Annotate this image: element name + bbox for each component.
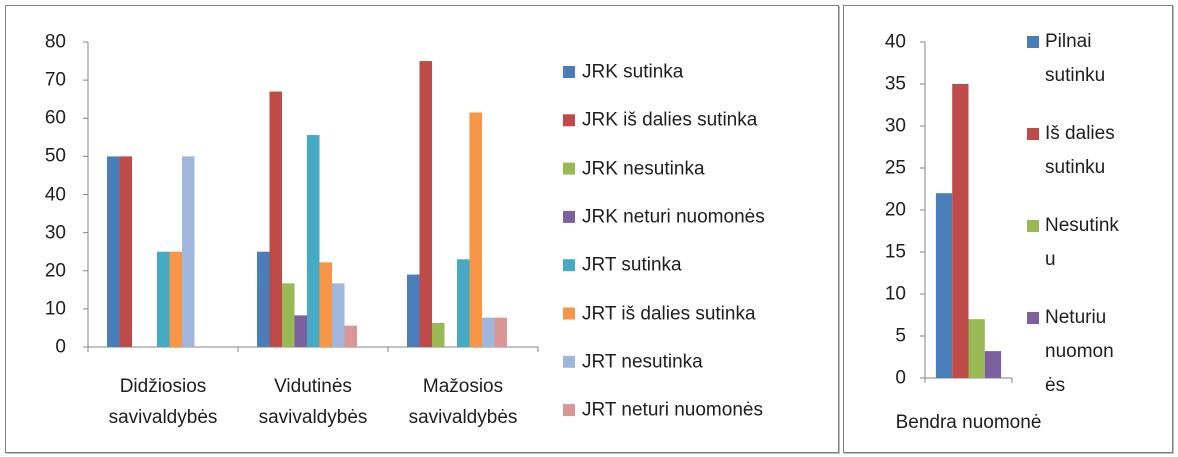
legend-label: JRK neturi nuomonės	[582, 206, 765, 228]
legend-swatch	[1027, 36, 1039, 48]
legend-label: Nesutinku	[1045, 215, 1119, 270]
y-tick-label: 5	[895, 325, 906, 347]
bar	[432, 322, 445, 347]
legend-label: Pilnai sutinku	[1045, 31, 1106, 86]
bar	[332, 283, 345, 347]
bar	[984, 351, 1002, 378]
bar	[494, 317, 507, 347]
chart-frame	[843, 5, 1173, 453]
y-tick-label: 25	[884, 157, 906, 179]
x-tick-label: Bendra nuomonė	[895, 412, 1042, 433]
y-tick-label: 0	[895, 367, 906, 389]
bar	[952, 84, 969, 378]
y-tick-label: 10	[44, 298, 66, 320]
legend-label: Iš dalies sutinku	[1045, 123, 1115, 178]
bar	[269, 91, 282, 347]
bar	[294, 315, 307, 347]
bar	[257, 251, 270, 347]
legend-label: JRT iš dalies sutinka	[582, 303, 756, 324]
bar	[182, 156, 195, 347]
legend-label: Neturiu nuomonės	[1045, 307, 1114, 396]
bar	[344, 325, 357, 347]
legend-swatch	[563, 307, 575, 320]
legend-label: JRT nesutinka	[582, 351, 703, 373]
bar	[457, 259, 470, 347]
bar	[169, 251, 182, 347]
x-tick-label: Vidutinės savivaldybės	[258, 376, 368, 428]
y-tick-label: 30	[884, 115, 906, 137]
y-tick-label: 80	[44, 31, 66, 53]
x-tick-label: Mažosios savivaldybės	[408, 376, 518, 428]
legend-swatch	[1027, 220, 1039, 232]
y-tick-label: 15	[884, 241, 906, 263]
y-tick-label: 35	[884, 73, 906, 95]
legend-swatch	[563, 162, 575, 175]
legend-swatch	[563, 66, 575, 78]
bar	[319, 262, 332, 347]
y-tick-label: 0	[55, 336, 66, 358]
x-tick-label: Didžiosios savivaldybės	[108, 376, 218, 428]
bar	[935, 193, 953, 378]
y-tick-label: 20	[44, 260, 66, 282]
legend-swatch	[1027, 312, 1039, 324]
legend-label: JRK sutinka	[582, 61, 684, 83]
bar	[407, 274, 420, 347]
bar	[282, 283, 295, 347]
bar	[307, 135, 320, 347]
legend-swatch	[563, 210, 575, 223]
y-tick-label: 50	[44, 145, 66, 167]
legend-swatch	[563, 355, 575, 368]
y-tick-label: 40	[884, 31, 906, 53]
legend-label: JRT neturi nuomonės	[582, 399, 763, 421]
y-tick-label: 20	[884, 199, 906, 221]
legend-label: JRK iš dalies sutinka	[582, 109, 758, 131]
legend-swatch	[1027, 128, 1039, 140]
y-tick-label: 30	[44, 222, 66, 244]
y-tick-label: 40	[44, 184, 66, 205]
y-tick-label: 70	[44, 69, 66, 91]
legend-label: JRK nesutinka	[582, 158, 705, 180]
y-tick-label: 60	[44, 107, 66, 129]
chart-frame	[5, 5, 839, 453]
bar	[469, 112, 482, 347]
y-tick-label: 10	[884, 283, 906, 305]
bar	[107, 156, 120, 347]
legend-swatch	[563, 114, 575, 127]
bar	[419, 61, 432, 347]
bar	[482, 317, 495, 347]
legend-swatch	[563, 259, 575, 272]
bar	[157, 251, 170, 347]
legend-label: JRT sutinka	[582, 254, 682, 276]
legend-swatch	[563, 404, 575, 417]
bar	[119, 156, 132, 347]
bar	[968, 319, 985, 378]
